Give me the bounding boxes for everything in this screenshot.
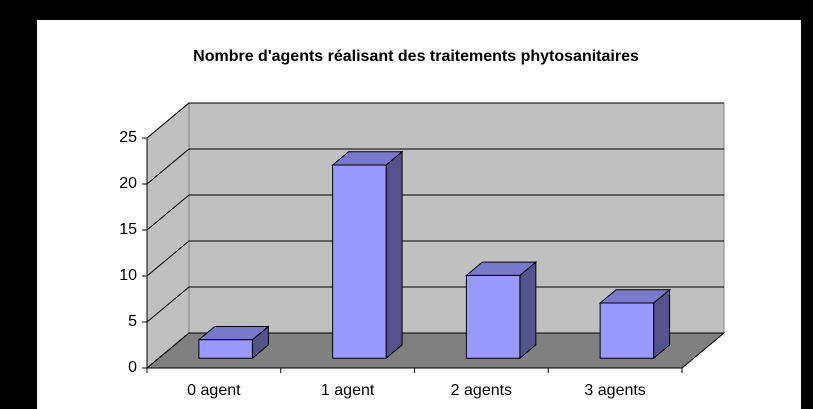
y-tick-label: 0 bbox=[128, 359, 137, 376]
grid-line bbox=[146, 240, 724, 277]
bar bbox=[599, 302, 655, 359]
x-tick-label: 1 agent bbox=[321, 382, 375, 399]
x-tick-label: 2 agents bbox=[451, 382, 512, 399]
grid-line bbox=[146, 332, 724, 369]
grid-line bbox=[146, 286, 724, 323]
bar bbox=[332, 164, 387, 359]
bar bbox=[198, 339, 253, 359]
side-wall bbox=[146, 101, 190, 370]
bar-side bbox=[519, 261, 537, 360]
y-tick-label: 10 bbox=[119, 267, 137, 284]
grid-line bbox=[146, 102, 724, 139]
y-tick-label: 15 bbox=[119, 221, 137, 238]
y-tick-label: 25 bbox=[119, 129, 137, 146]
x-tick-label: 0 agent bbox=[187, 382, 241, 399]
y-tick-label: 5 bbox=[128, 313, 137, 330]
bar bbox=[465, 274, 521, 359]
chart-title: Nombre d'agents réalisant des traitement… bbox=[193, 48, 639, 65]
x-tick-label: 3 agents bbox=[584, 382, 645, 399]
bar-side bbox=[385, 150, 403, 360]
grid-line bbox=[146, 148, 724, 185]
grid-line bbox=[146, 194, 724, 231]
y-tick-label: 20 bbox=[119, 175, 137, 192]
